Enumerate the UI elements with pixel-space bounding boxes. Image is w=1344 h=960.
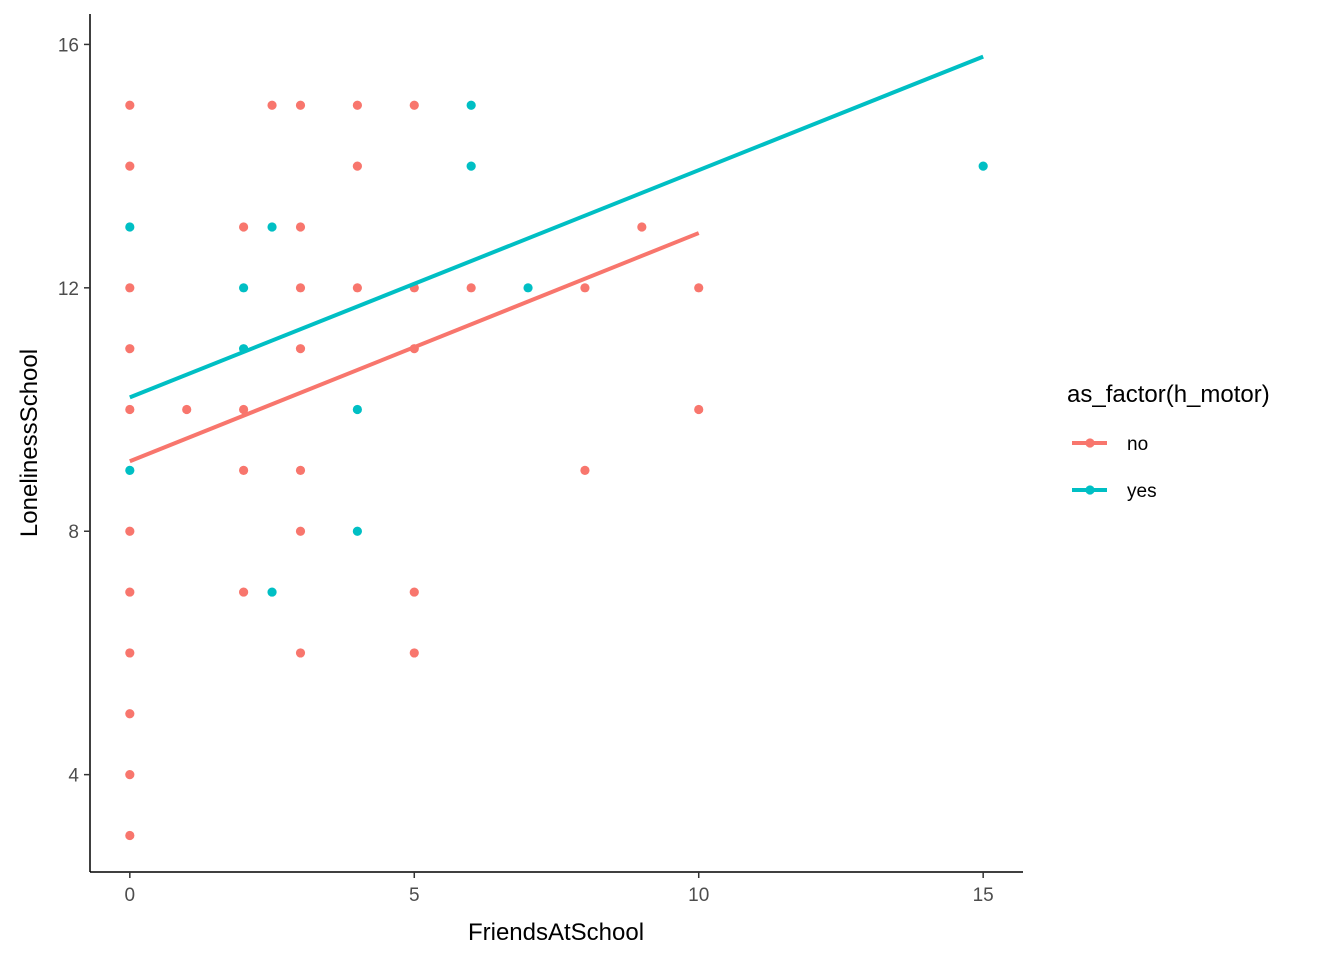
data-point-no: [694, 283, 704, 293]
data-point-yes: [239, 283, 249, 293]
data-point-no: [239, 465, 249, 475]
y-tick-label: 16: [58, 35, 79, 56]
fit-line-yes: [129, 54, 984, 400]
data-point-no: [239, 404, 249, 415]
points-layer: [125, 100, 988, 841]
data-point-no: [637, 222, 647, 232]
legend-title: as_factor(h_motor): [1067, 381, 1270, 408]
data-point-no: [295, 465, 306, 475]
legend-items: no yes: [1072, 434, 1157, 502]
y-tick-label: 4: [68, 766, 79, 787]
data-point-yes: [267, 587, 277, 597]
data-point-no: [125, 404, 135, 415]
data-point-no: [125, 648, 135, 658]
data-point-no: [409, 587, 419, 597]
data-point-yes: [352, 404, 362, 415]
data-point-no: [295, 100, 306, 110]
data-point-no: [295, 648, 306, 658]
data-point-no: [295, 283, 306, 293]
data-point-yes: [466, 100, 476, 110]
data-point-no: [125, 526, 135, 536]
data-point-no: [267, 100, 277, 110]
data-point-no: [409, 100, 419, 110]
data-point-yes: [978, 161, 988, 171]
data-point-no: [125, 100, 135, 110]
data-point-no: [125, 709, 135, 719]
legend-label-no: no: [1127, 434, 1148, 455]
fit-line-no: [129, 231, 700, 464]
x-axis-title: FriendsAtSchool: [468, 919, 644, 946]
y-axis-title: LonelinessSchool: [16, 349, 43, 537]
data-point-no: [125, 830, 135, 841]
legend: as_factor(h_motor) no yes: [1067, 381, 1270, 502]
axes-layer: [89, 14, 1023, 873]
legend-label-yes: yes: [1127, 481, 1157, 502]
legend-key-point-no: [1085, 438, 1095, 448]
x-tick-label: 10: [688, 885, 709, 906]
data-point-no: [295, 222, 306, 232]
data-point-yes: [523, 283, 533, 293]
data-point-no: [239, 587, 249, 597]
data-point-no: [352, 100, 362, 110]
data-point-no: [125, 283, 135, 293]
x-tick-label: 15: [973, 885, 994, 906]
legend-key-point-yes: [1085, 485, 1095, 495]
x-tick-label: 5: [409, 885, 420, 906]
data-point-no: [125, 587, 135, 597]
data-point-yes: [125, 465, 135, 475]
data-point-no: [295, 526, 306, 536]
data-point-no: [125, 344, 135, 354]
data-point-yes: [352, 526, 362, 536]
data-point-yes: [466, 161, 476, 171]
x-tick-label: 0: [125, 885, 136, 906]
data-point-no: [125, 770, 135, 780]
data-point-no: [580, 283, 590, 293]
data-point-no: [239, 222, 249, 232]
data-point-no: [352, 161, 362, 171]
data-point-no: [466, 283, 476, 293]
ticks-layer: 0 5 10 15 4 8 12 16: [58, 35, 994, 906]
data-point-yes: [267, 222, 277, 232]
fit-lines-layer: [129, 54, 984, 464]
data-point-no: [125, 161, 135, 171]
data-point-no: [295, 344, 306, 354]
data-point-no: [409, 648, 419, 658]
y-tick-label: 8: [68, 522, 79, 543]
data-point-no: [352, 283, 362, 293]
data-point-no: [182, 404, 192, 415]
y-tick-label: 12: [58, 279, 79, 300]
data-point-no: [694, 404, 704, 415]
data-point-no: [580, 465, 590, 475]
data-point-yes: [125, 222, 135, 232]
